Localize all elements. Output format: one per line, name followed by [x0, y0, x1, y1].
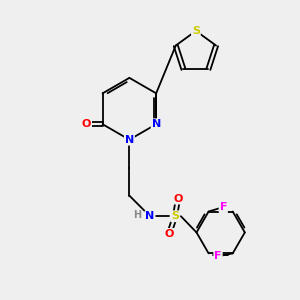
Text: H: H: [133, 210, 141, 220]
Text: N: N: [146, 211, 154, 221]
Text: O: O: [164, 229, 174, 239]
Text: O: O: [173, 194, 183, 204]
Text: F: F: [214, 251, 222, 261]
Text: S: S: [192, 26, 200, 36]
Text: N: N: [152, 119, 161, 129]
Text: F: F: [220, 202, 227, 212]
Text: O: O: [82, 119, 91, 129]
Text: N: N: [125, 135, 134, 145]
Text: S: S: [171, 211, 179, 221]
